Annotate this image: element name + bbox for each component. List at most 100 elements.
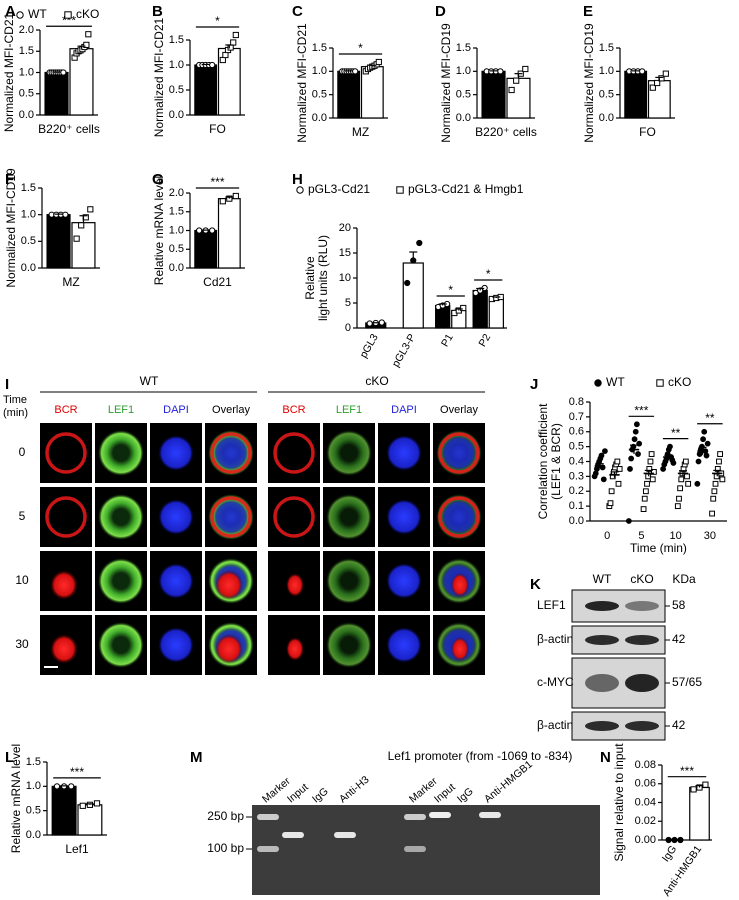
panel-letter: G: [152, 171, 164, 188]
gel-band: [429, 812, 451, 818]
y-tick-label: 0: [345, 322, 351, 334]
x-tick-label: Cd21: [203, 275, 232, 289]
data-point: [677, 836, 684, 844]
data-point: [649, 476, 656, 483]
data-point: [222, 51, 229, 59]
data-point: [641, 495, 648, 502]
y-tick-label: 0.5: [169, 84, 184, 96]
gel-lane-label: Anti-HMGB1: [482, 758, 535, 805]
dapi-signal: [158, 627, 194, 663]
data-point: [404, 279, 411, 287]
x-tick-label: Lef1: [65, 842, 89, 856]
data-point: [627, 466, 633, 472]
data-point: [671, 836, 678, 844]
dapi-signal: [386, 435, 422, 471]
bcr-signal: [210, 496, 252, 538]
x-tick-label: P1: [439, 332, 456, 349]
panel-letter: D: [435, 3, 446, 20]
blot-row-label: β-actin: [537, 632, 573, 646]
data-point: [209, 227, 216, 234]
dapi-signal: [386, 627, 422, 663]
data-point: [647, 458, 654, 465]
data-point: [375, 58, 382, 66]
dapi-signal: [441, 435, 477, 471]
x-tick-label: 5: [638, 530, 644, 542]
x-tick-label: 0: [604, 530, 610, 542]
bcr-signal: [286, 573, 304, 597]
data-point: [497, 68, 504, 75]
lef1-signal: [98, 430, 144, 476]
y-tick-label: 1.0: [19, 66, 34, 78]
data-point: [649, 84, 656, 91]
y-tick-label: 0.7: [569, 411, 584, 423]
blot-band: [585, 635, 619, 645]
y-tick-label: 0.5: [599, 89, 614, 101]
data-point: [219, 198, 226, 205]
bar: [217, 198, 241, 269]
data-point: [602, 448, 608, 454]
legend-marker: [656, 379, 664, 387]
data-point: [78, 222, 85, 229]
data-point: [232, 192, 239, 200]
panel-letter: B: [152, 3, 163, 20]
y-tick-label: 0.6: [569, 426, 584, 438]
significance-label: *: [358, 41, 363, 55]
data-point: [654, 79, 661, 87]
blot-column-label: cKO: [630, 572, 653, 586]
data-point: [608, 488, 615, 495]
lef1-signal: [326, 558, 372, 604]
data-point: [716, 458, 722, 465]
data-point: [416, 239, 423, 247]
x-tick-label: IgG: [660, 843, 680, 864]
data-point: [219, 56, 226, 64]
bcr-signal: [45, 432, 87, 474]
y-tick-label: 1.5: [312, 42, 327, 54]
x-axis-label: Time (min): [630, 541, 687, 555]
data-point: [87, 206, 94, 213]
data-point: [635, 451, 641, 457]
y-tick-label: 15: [339, 247, 351, 259]
y-tick-label: 0.0: [312, 112, 327, 124]
blot-band: [625, 674, 659, 692]
data-point: [633, 421, 640, 428]
data-point: [695, 458, 702, 465]
y-tick-label: 0.0: [456, 112, 471, 124]
data-point: [460, 304, 467, 312]
bar: [506, 77, 531, 119]
panel-letter: C: [292, 3, 303, 20]
y-tick-label: 0.4: [569, 455, 584, 467]
data-point: [710, 495, 717, 502]
significance-label: ***: [70, 765, 84, 779]
data-point: [632, 428, 639, 435]
bar: [194, 64, 218, 116]
data-point: [600, 476, 607, 483]
blot-band: [625, 601, 659, 611]
time-label: 5: [19, 509, 26, 523]
data-point: [60, 69, 67, 76]
significance-label: *: [448, 283, 453, 297]
bcr-signal: [50, 634, 78, 664]
data-point: [670, 460, 677, 466]
significance-label: ***: [680, 764, 694, 778]
panel-letter: E: [583, 3, 593, 20]
y-tick-label: 0.0: [19, 109, 34, 121]
y-tick-label: 0.00: [635, 834, 656, 846]
panel-letter: N: [600, 749, 611, 766]
data-point: [665, 836, 672, 844]
channel-label: Overlay: [440, 404, 478, 416]
gel-band: [257, 846, 279, 852]
y-axis-label: (LEF1 & BCR): [549, 423, 563, 500]
y-tick-label: 1.0: [21, 209, 36, 221]
panel-letter: J: [530, 376, 538, 393]
y-tick-label: 0.5: [19, 88, 34, 100]
legend-label: WT: [606, 375, 625, 389]
x-tick-label: MZ: [352, 125, 369, 139]
legend-label: WT: [28, 7, 47, 21]
y-axis-label: Relative mRNA level: [152, 176, 166, 285]
y-tick-label: 0.0: [21, 262, 36, 274]
y-tick-label: 0.04: [635, 796, 656, 808]
legend-marker: [16, 11, 24, 19]
blot-band: [625, 635, 659, 645]
blot-row-label: c-MYC: [537, 675, 574, 689]
data-point: [648, 451, 655, 457]
